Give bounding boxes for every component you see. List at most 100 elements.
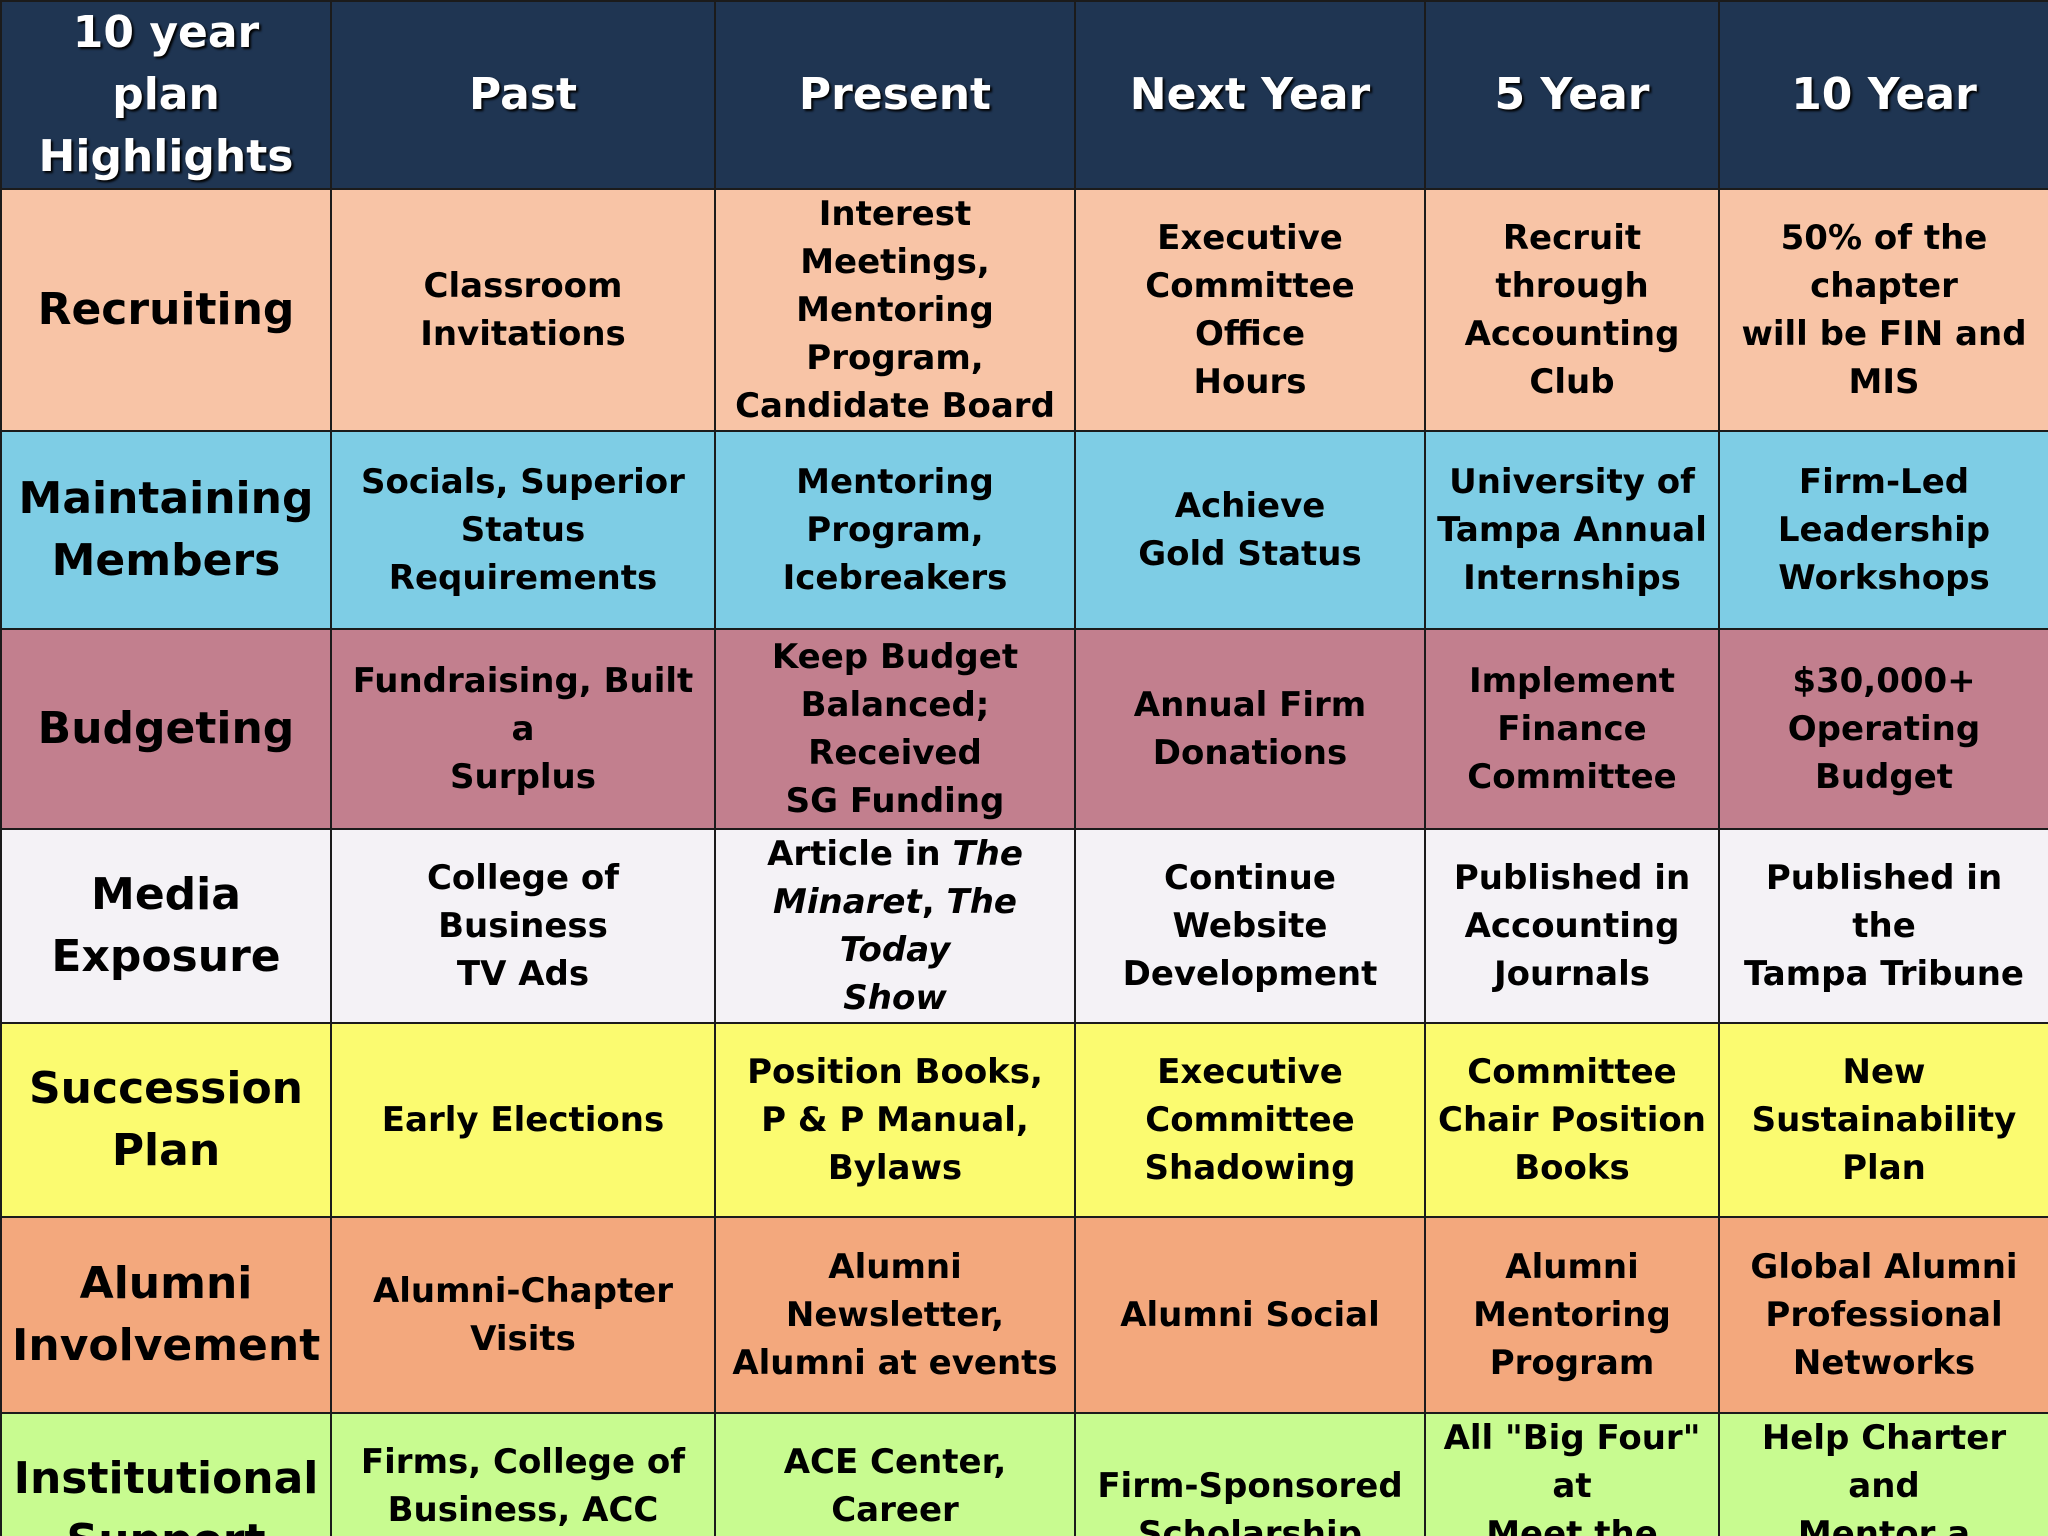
cell-recruiting-5-year-line-2: Accounting Club [1464, 314, 1680, 402]
cell-media-exposure-10-year-line-2: Tampa Tribune [1744, 954, 2024, 994]
cell-alumni-involvement-10-year-line-1: Global Alumni [1750, 1247, 2018, 1287]
column-header-5-year: 5 Year [1424, 0, 1720, 190]
cell-alumni-involvement-past-line-2: Visits [470, 1319, 576, 1359]
cell-alumni-involvement-10-year-line-2: Professional [1765, 1295, 2003, 1335]
cell-institutional-support-past-line-1: Firms, College of [360, 1442, 686, 1482]
cell-succession-plan-past-line-1: Early Elections [381, 1100, 665, 1140]
cell-succession-plan-next-year-line-2: Committee [1145, 1100, 1355, 1140]
table-row-maintaining-members: Maintaining Members Socials, Superior Statu… [0, 430, 2048, 630]
cell-budgeting-10-year-line-3: Budget [1814, 757, 1954, 797]
cell-succession-plan-next-year: Executive Committee Shadowing [1074, 1022, 1426, 1218]
cell-institutional-support-5-year: All "Big Four" at Meet the Firms [1424, 1412, 1720, 1536]
cell-alumni-involvement-5-year-line-2: Mentoring [1473, 1295, 1671, 1335]
cell-budgeting-10-year-line-2: Operating [1787, 709, 1981, 749]
cell-budgeting-present: Keep Budget Balanced; Received SG Funding [714, 628, 1076, 830]
cell-recruiting-next-year: Executive Committee Office Hours [1074, 188, 1426, 432]
cell-recruiting-past-line-1: Classroom [423, 266, 623, 306]
cell-budgeting-5-year-line-3: Committee [1467, 757, 1677, 797]
cell-institutional-support-next-year-line-1: Firm-Sponsored [1097, 1466, 1403, 1506]
cell-recruiting-5-year: Recruit through Accounting Club [1424, 188, 1720, 432]
cell-budgeting-next-year: Annual Firm Donations [1074, 628, 1426, 830]
cell-media-exposure-present-line-2: Minaret, The Today [773, 882, 1017, 970]
table-row-alumni-involvement: Alumni Involvement Alumni-Chapter Visits Alu… [0, 1216, 2048, 1414]
cell-recruiting-10-year-line-2: will be FIN and MIS [1741, 314, 2027, 402]
cell-media-exposure-next-year-line-1: Continue Website [1164, 858, 1336, 946]
cell-recruiting-10-year-line-1: 50% of the chapter [1780, 218, 1988, 306]
cell-budgeting-present-line-3: SG Funding [785, 781, 1005, 821]
cell-alumni-involvement-past: Alumni-Chapter Visits [330, 1216, 716, 1414]
cell-alumni-involvement-present: Alumni Newsletter, Alumni at events [714, 1216, 1076, 1414]
row-header-alumni-involvement-line-1: Alumni [79, 1258, 253, 1309]
cell-succession-plan-next-year-line-1: Executive [1157, 1052, 1343, 1092]
row-header-institutional-support-line-1: Institutional [13, 1453, 319, 1504]
row-header-alumni-involvement: Alumni Involvement [0, 1216, 332, 1414]
cell-recruiting-past-line-2: Invitations [420, 314, 626, 354]
cell-recruiting-10-year: 50% of the chapter will be FIN and MIS [1718, 188, 2048, 432]
row-header-media-exposure: Media Exposure [0, 828, 332, 1024]
cell-media-exposure-5-year: Published in Accounting Journals [1424, 828, 1720, 1024]
cell-institutional-support-past-line-2: Business, ACC faculty [387, 1490, 659, 1530]
cell-recruiting-5-year-line-1: Recruit through [1495, 218, 1649, 306]
cell-maintaining-members-5-year-line-3: Internships [1463, 558, 1681, 598]
cell-maintaining-members-5-year: University of Tampa Annual Internships [1424, 430, 1720, 630]
cell-recruiting-next-year-line-2: Committee Office [1145, 266, 1355, 354]
cell-institutional-support-5-year-line-2: Meet the Firms [1486, 1514, 1658, 1536]
cell-recruiting-next-year-line-3: Hours [1193, 362, 1307, 402]
row-header-succession-plan-line-1: Succession [28, 1063, 304, 1114]
cell-media-exposure-5-year-line-1: Published in [1453, 858, 1691, 898]
cell-budgeting-5-year: Implement Finance Committee [1424, 628, 1720, 830]
cell-succession-plan-next-year-line-3: Shadowing [1144, 1148, 1356, 1188]
cell-succession-plan-5-year-line-1: Committee [1467, 1052, 1677, 1092]
cell-institutional-support-past: Firms, College of Business, ACC faculty [330, 1412, 716, 1536]
cell-maintaining-members-10-year-line-3: Workshops [1778, 558, 1990, 598]
cell-succession-plan-present: Position Books, P & P Manual, Bylaws [714, 1022, 1076, 1218]
table-row-recruiting: Recruiting Classroom Invitations Interest M… [0, 188, 2048, 432]
publication-title: The [952, 834, 1023, 874]
row-header-maintaining-members-line-1: Maintaining [18, 473, 314, 524]
column-header-present: Present [714, 0, 1076, 190]
cell-maintaining-members-next-year-line-1: Achieve [1174, 486, 1326, 526]
cell-budgeting-10-year-line-1: $30,000+ [1792, 661, 1976, 701]
cell-media-exposure-past-line-1: College of Business [426, 858, 620, 946]
cell-recruiting-past: Classroom Invitations [330, 188, 716, 432]
cell-alumni-involvement-5-year: Alumni Mentoring Program [1424, 1216, 1720, 1414]
row-header-media-exposure-line-1: Media [91, 869, 241, 920]
cell-maintaining-members-present-line-2: Icebreakers [782, 558, 1008, 598]
cell-institutional-support-next-year-line-2: Scholarship [1137, 1514, 1362, 1536]
table-row-institutional-support: Institutional Support Firms, College of Bus… [0, 1412, 2048, 1536]
cell-media-exposure-present: Article in The Minaret, The Today Show [714, 828, 1076, 1024]
cell-recruiting-next-year-line-1: Executive [1157, 218, 1343, 258]
cell-alumni-involvement-present-line-1: Alumni Newsletter, [785, 1247, 1005, 1335]
cell-institutional-support-next-year: Firm-Sponsored Scholarship [1074, 1412, 1426, 1536]
cell-alumni-involvement-5-year-line-3: Program [1489, 1343, 1655, 1383]
cell-media-exposure-next-year-line-2: Development [1122, 954, 1378, 994]
cell-budgeting-present-line-1: Keep Budget [771, 637, 1019, 677]
cell-budgeting-present-line-2: Balanced; Received [800, 685, 990, 773]
table-title-line-1: 10 year plan [72, 7, 260, 120]
cell-recruiting-present-line-2: Mentoring Program, [796, 290, 994, 378]
cell-media-exposure-past-line-2: TV Ads [456, 954, 590, 994]
row-header-media-exposure-line-2: Exposure [51, 931, 281, 982]
cell-institutional-support-10-year-line-2: Mentor a Chapter [1797, 1514, 1971, 1536]
cell-maintaining-members-past: Socials, Superior Status Requirements [330, 430, 716, 630]
row-header-budgeting-line-1: Budgeting [37, 703, 295, 754]
cell-succession-plan-10-year-line-1: New [1842, 1052, 1926, 1092]
cell-institutional-support-present: ACE Center, CareerServices, VITA [714, 1412, 1076, 1536]
cell-succession-plan-5-year: Committee Chair Position Books [1424, 1022, 1720, 1218]
cell-budgeting-next-year-line-1: Annual Firm [1133, 685, 1367, 725]
cell-maintaining-members-10-year-line-2: Leadership [1777, 510, 1991, 550]
cell-recruiting-present: Interest Meetings, Mentoring Program, Cand… [714, 188, 1076, 432]
publication-title: Minaret [773, 882, 922, 922]
cell-media-exposure-10-year: Published in the Tampa Tribune [1718, 828, 2048, 1024]
row-header-maintaining-members: Maintaining Members [0, 430, 332, 630]
cell-institutional-support-present-line-1: ACE Center, Career [783, 1442, 1007, 1530]
cell-succession-plan-5-year-line-2: Chair Position [1438, 1100, 1706, 1140]
cell-alumni-involvement-next-year: Alumni Social [1074, 1216, 1426, 1414]
cell-maintaining-members-5-year-line-1: University of [1449, 462, 1695, 502]
cell-succession-plan-10-year: New Sustainability Plan [1718, 1022, 2048, 1218]
cell-maintaining-members-present: Mentoring Program, Icebreakers [714, 430, 1076, 630]
table-row-budgeting: Budgeting Fundraising, Built a Surplus Keep… [0, 628, 2048, 830]
table-title: 10 year plan Highlights [0, 0, 332, 190]
cell-media-exposure-next-year: Continue Website Development [1074, 828, 1426, 1024]
